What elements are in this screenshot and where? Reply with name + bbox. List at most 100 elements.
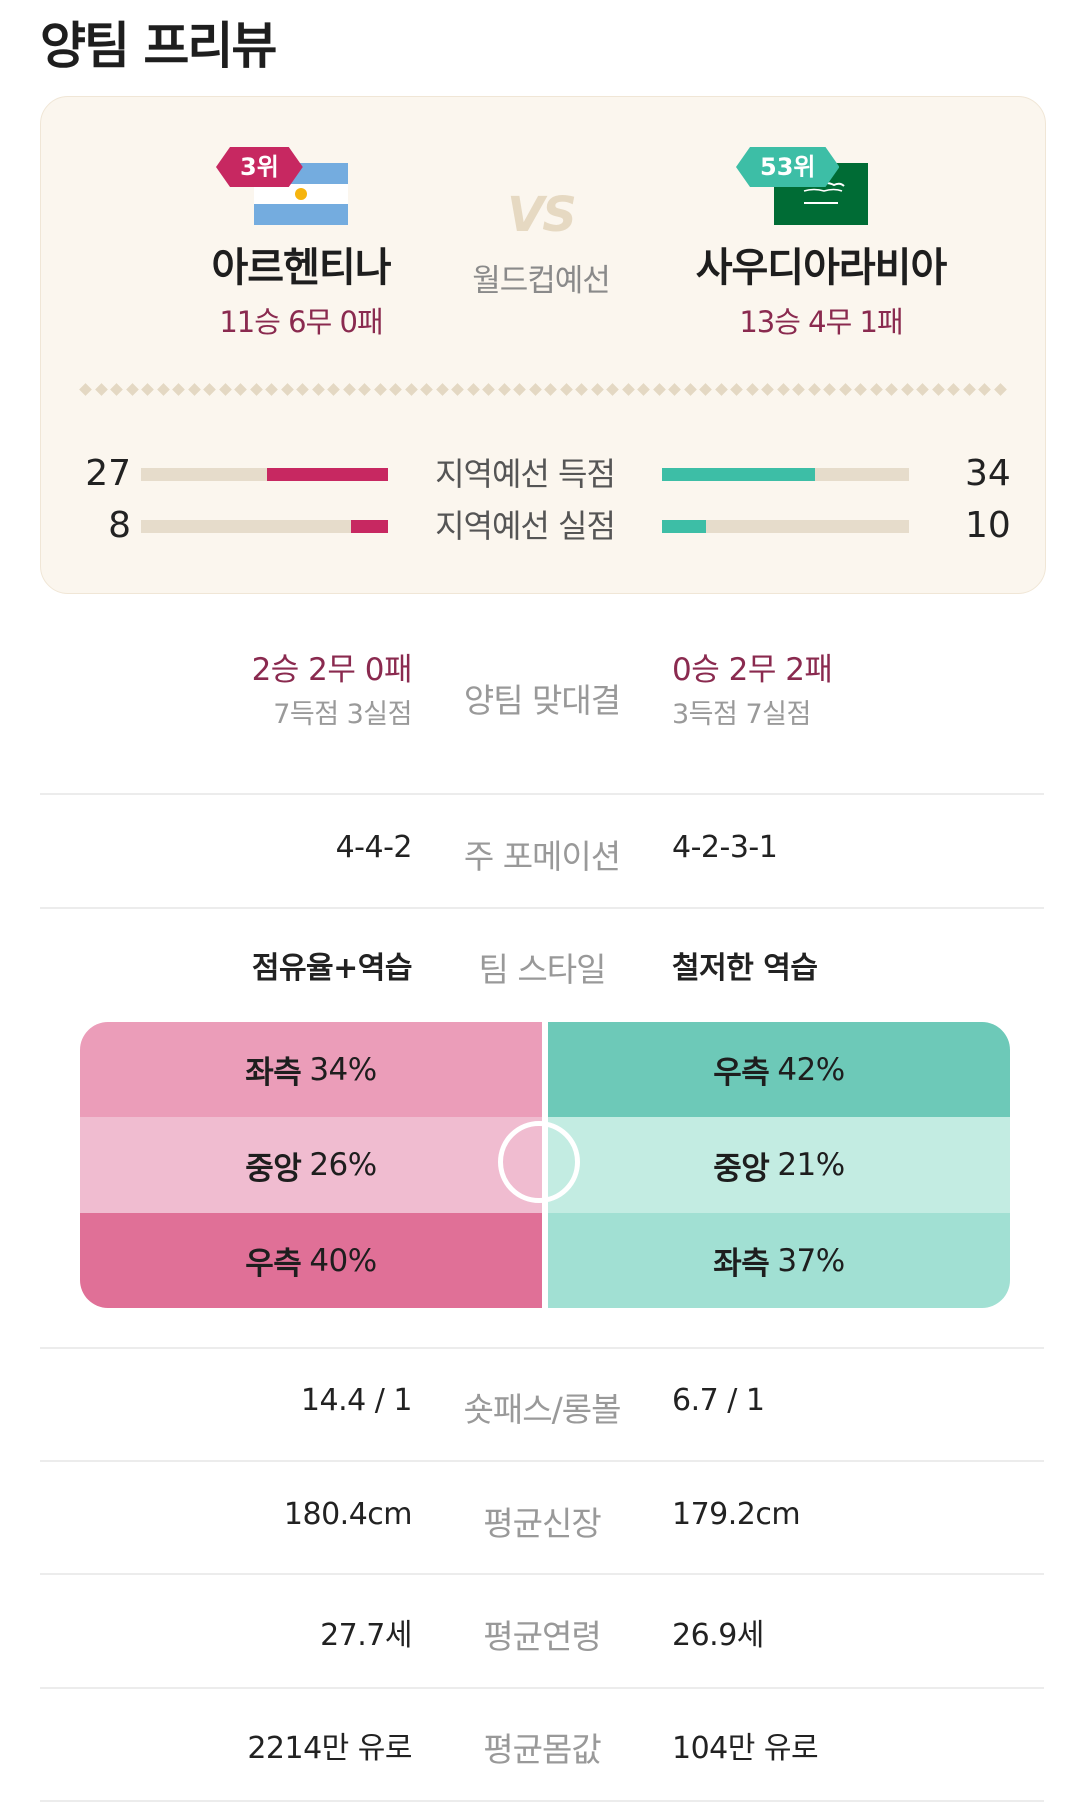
center-circle-icon [498,1121,580,1203]
divider-dot [156,382,170,396]
divider-dot [916,382,929,396]
stat-left: 14.4 / 1 [300,1383,413,1418]
divider [40,1800,1044,1802]
h2h-left-goals: 7득점 3실점 [273,699,412,730]
divider-dot [559,382,573,396]
side-label: 좌측 [713,1246,770,1282]
vs-block: VS 월드컵예선 [441,187,641,300]
rank-badge-right: 53위 [736,147,839,187]
divider-dot [869,382,883,396]
head-to-head-row: 2승 2무 0패 7득점 3실점 양팀 맞대결 0승 2무 2패 3득점 7실점 [40,636,1044,746]
style-left: 점유율+역습 [251,951,413,986]
divider-dot [947,382,960,396]
divider-dot [807,382,821,396]
goals-against-right-fill [662,520,707,533]
divider-dot [373,382,387,396]
stat-right: 26.9세 [672,1618,764,1653]
goals-for-label: 지역예선 득점 [435,455,616,493]
attack-share-right-cell: 좌측 37% [548,1213,1010,1308]
divider-dot [528,382,542,396]
divider-dot [389,382,402,396]
goals-against-label: 지역예선 실점 [435,507,616,545]
goals-against-right-track [662,520,909,533]
goals-against-left: 8 [108,505,131,546]
divider-dot [838,382,852,396]
divider-dot [745,382,759,396]
divider-dot [652,382,666,396]
goals-against-left-track [141,520,388,533]
divider-dot [854,382,867,396]
side-label: 좌측 [245,1055,302,1091]
divider-dot [404,382,418,396]
divider-dot [435,382,449,396]
divider-dot [993,382,1007,396]
goals-for-row: 27 지역예선 득점 34 [41,449,1045,499]
stat-label: 평균연령 [483,1617,601,1656]
h2h-right-goals: 3득점 7실점 [672,699,811,730]
side-label: 우측 [713,1055,770,1091]
formation-left: 4-4-2 [335,830,413,865]
stage-label: 월드컵예선 [472,263,611,299]
goals-for-left-track [141,468,388,481]
match-card: 3위 아르헨티나 11승 6무 0패 VS 월드컵예선 53위 사우디아라비아 … [40,96,1046,594]
stat-label: 숏패스/롱볼 [463,1390,622,1429]
divider-dot [280,382,294,396]
goals-against-right: 10 [965,505,1011,546]
stat-row: 27.7세 평균연령 26.9세 [40,1610,1044,1660]
divider-dot [761,382,774,396]
side-label: 중앙 [245,1150,302,1187]
divider-dot [513,382,526,396]
vs-label: VS [507,187,577,243]
divider [40,793,1044,795]
rank-badge-left: 3위 [216,147,303,187]
divider [40,1347,1044,1349]
h2h-label: 양팀 맞대결 [463,681,621,720]
attack-share-panel: 좌측 34% 중앙 26% 우측 40% 우측 42% 중앙 21% 좌측 37% [80,1022,1010,1308]
goals-for-right-fill [662,468,816,481]
goals-for-left-fill [266,468,388,481]
divider-dot [79,382,92,396]
divider-dot [94,382,108,396]
divider-dot [637,382,650,396]
divider-dot [575,382,588,396]
side-value: 21% [777,1147,845,1183]
divider-dot [900,382,914,396]
divider-dot [482,382,495,396]
divider [40,907,1044,909]
divider [40,1460,1044,1462]
stat-left: 27.7세 [320,1618,412,1653]
attack-share-left-cell: 좌측 34% [80,1022,542,1117]
divider-dot [823,382,836,396]
formation-row: 4-4-2 주 포메이션 4-2-3-1 [40,830,1044,880]
divider-dot [110,382,123,396]
divider-dot [234,382,247,396]
divider-dot [668,382,681,396]
style-label: 팀 스타일 [478,950,607,989]
stat-left: 180.4cm [283,1497,413,1532]
style-right: 철저한 역습 [672,951,818,986]
style-row: 점유율+역습 팀 스타일 철저한 역습 [40,943,1044,993]
side-value: 37% [777,1242,845,1279]
side-value: 34% [309,1051,377,1088]
stat-right: 179.2cm [672,1497,801,1532]
side-value: 42% [777,1051,845,1088]
divider-dot [931,382,945,396]
divider [40,1687,1044,1689]
attack-share-right-cell: 중앙 21% [548,1117,1010,1213]
goals-against-row: 8 지역예선 실점 10 [41,501,1045,551]
divider-dot [265,382,278,396]
attack-share-right: 우측 42% 중앙 21% 좌측 37% [548,1022,1010,1308]
goals-for-left: 27 [85,453,131,494]
divider-dot [714,382,728,396]
side-label: 우측 [245,1246,302,1282]
divider-dot [141,382,154,396]
stat-row: 14.4 / 1 숏패스/롱볼 6.7 / 1 [40,1383,1044,1433]
divider-dot [792,382,805,396]
stat-row: 2214만 유로 평균몸값 104만 유로 [40,1723,1044,1773]
side-label: 중앙 [713,1150,770,1187]
attack-share-left: 좌측 34% 중앙 26% 우측 40% [80,1022,542,1308]
formation-right: 4-2-3-1 [672,830,778,865]
team-left: 3위 아르헨티나 11승 6무 0패 [121,97,481,341]
divider-dot [451,382,464,396]
goals-against-left-fill [350,520,388,533]
